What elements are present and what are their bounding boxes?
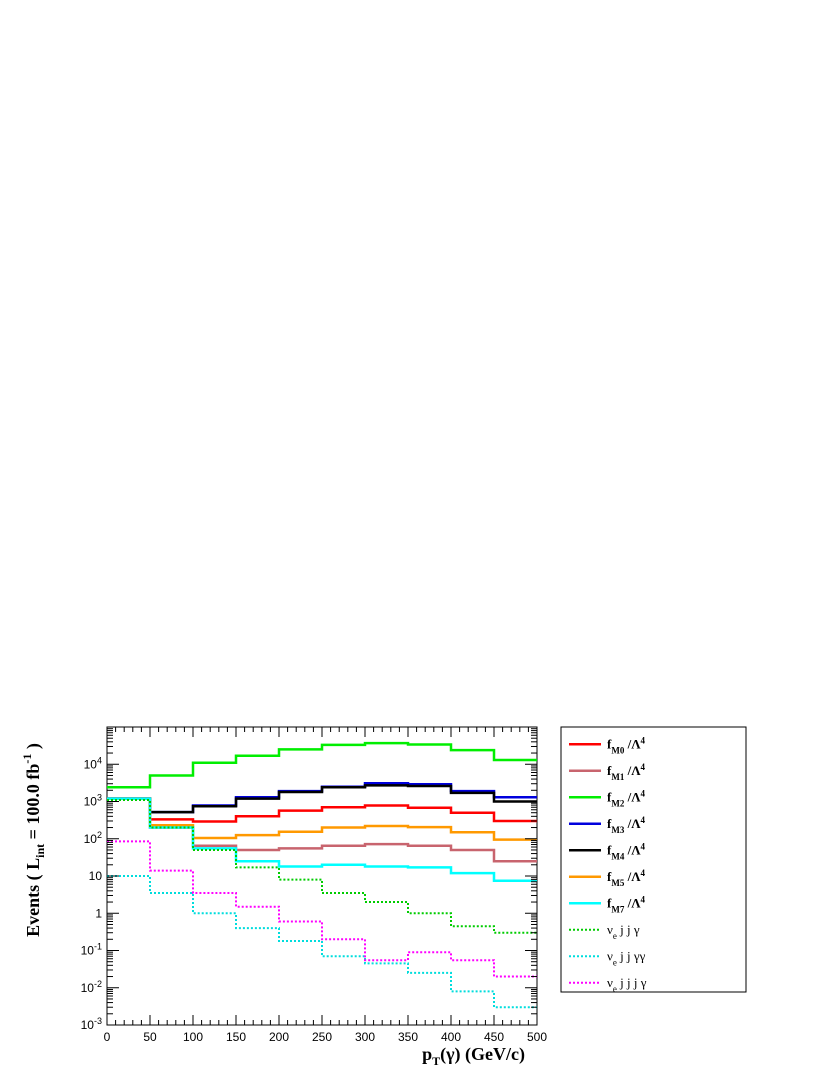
x-axis-title: pT(γ) (GeV/c): [422, 1044, 525, 1068]
x-tick-label: 0: [104, 1030, 111, 1044]
x-tick-label: 500: [527, 1030, 547, 1044]
legend-label-1: fM1 /Λ4: [607, 762, 646, 782]
y-tick-label: 10-1: [81, 942, 102, 958]
plot-frame: [106, 726, 538, 1026]
legend-label-0: fM0 /Λ4: [607, 735, 646, 755]
legend-label-3: fM3 /Λ4: [607, 815, 646, 835]
legend-label-9: νe j j j γ: [607, 975, 647, 994]
x-tick-label: 450: [484, 1030, 504, 1044]
legend-label-4: fM4 /Λ4: [607, 841, 646, 861]
legend-label-7: νe j j γ: [607, 922, 640, 941]
legend-label-5: fM5 /Λ4: [607, 868, 646, 888]
y-tick-label: 1: [95, 906, 102, 920]
series-line-2: [107, 741, 537, 789]
legend-box: [560, 726, 747, 993]
x-tick-label: 350: [398, 1030, 418, 1044]
x-tick-label: 150: [226, 1030, 246, 1044]
legend-label-6: fM7 /Λ4: [607, 894, 646, 914]
x-tick-label: 300: [355, 1030, 375, 1044]
x-tick-label: 400: [441, 1030, 461, 1044]
x-tick-label: 100: [183, 1030, 203, 1044]
series-line-9: [107, 840, 537, 978]
y-tick-label: 10: [89, 869, 103, 883]
legend-label-2: fM2 /Λ4: [607, 788, 646, 808]
legend-label-8: νe j j γγ: [607, 948, 646, 967]
y-tick-label: 10-3: [81, 1016, 102, 1032]
series-line-8: [107, 875, 537, 1009]
series-line-4: [107, 784, 537, 814]
series-line-0: [107, 797, 537, 823]
plot-area: [106, 726, 538, 1026]
y-axis-title: Events ( Lint = 100.0 fb-1 ): [20, 743, 47, 937]
axis-ticks: [106, 727, 538, 1026]
y-tick-label: 10-2: [81, 979, 102, 995]
x-tick-label: 200: [269, 1030, 289, 1044]
legend: fM0 /Λ4 fM1 /Λ4 fM2 /Λ4 fM3 /Λ4 fM4 /Λ4 fM5 /…: [560, 726, 747, 994]
y-tick-label: 103: [84, 793, 102, 809]
y-tick-label: 102: [84, 830, 102, 846]
series-lines: [107, 741, 537, 1009]
x-tick-label: 50: [143, 1030, 157, 1044]
series-line-7: [107, 799, 537, 934]
x-tick-label: 250: [312, 1030, 332, 1044]
y-tick-label: 104: [84, 755, 102, 771]
tick-labels: 0 50 100 150 200 250 300 350 400 450 500 10-3 10-2 10…: [81, 755, 548, 1044]
